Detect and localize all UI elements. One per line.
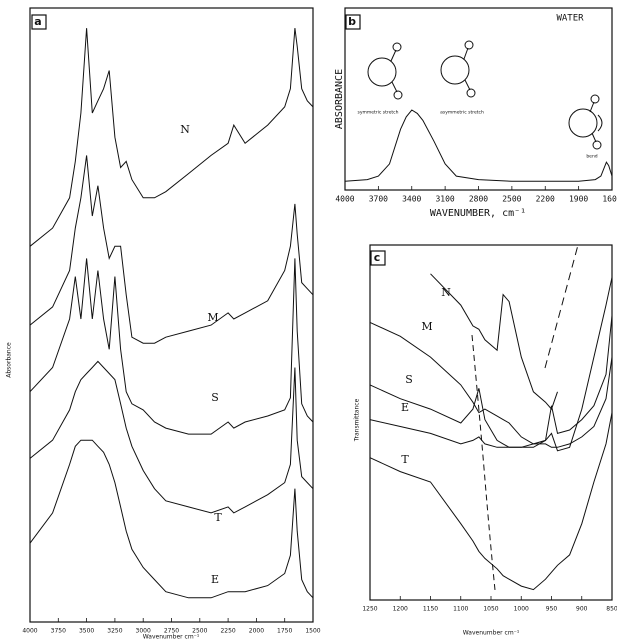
- x-tick-label: 3500: [79, 628, 94, 635]
- x-tick-label: 3400: [402, 195, 421, 204]
- x-tick-label: 4000: [22, 628, 37, 635]
- series-label: M: [207, 311, 218, 324]
- spectrum-line: [430, 273, 558, 411]
- x-tick-label: 1150: [423, 606, 438, 613]
- series-label: N: [180, 123, 190, 136]
- spectrum-line: [344, 109, 613, 182]
- x-tick-label: 1600: [602, 195, 617, 204]
- annotation: symmetric stretch: [357, 110, 398, 116]
- panel-label: c: [374, 251, 381, 264]
- plot-frame: [29, 7, 314, 623]
- x-axis-label: Wavenumber cm⁻¹: [463, 630, 520, 637]
- spectrum-line: [29, 360, 314, 514]
- plot-frame: [344, 7, 613, 191]
- x-tick-label: 2000: [249, 628, 264, 635]
- y-axis-label: Absorbance: [6, 342, 13, 378]
- x-tick-label: 1900: [569, 195, 588, 204]
- x-tick-label: 1200: [393, 606, 408, 613]
- x-tick-label: 3750: [51, 628, 66, 635]
- spectrum-line: [369, 412, 613, 591]
- x-tick-label: 850: [606, 606, 617, 613]
- x-tick-label: 1000: [514, 606, 529, 613]
- spectrum-line: [29, 155, 314, 344]
- spectrum-line: [369, 357, 613, 448]
- x-axis-label: Wavenumber cm⁻¹: [143, 634, 200, 641]
- spectrum-line: [369, 277, 613, 452]
- series-label: E: [401, 401, 409, 414]
- x-tick-label: 2750: [164, 628, 179, 635]
- panel-label: b: [348, 15, 356, 28]
- series-label: T: [214, 511, 222, 524]
- x-tick-label: 2500: [192, 628, 207, 635]
- x-tick-label: 2200: [536, 195, 555, 204]
- y-axis-label: Transmittance: [354, 398, 361, 442]
- x-tick-label: 3100: [435, 195, 454, 204]
- spectrum-line: [29, 439, 314, 599]
- series-label: E: [211, 573, 219, 586]
- x-tick-label: 4000: [335, 195, 354, 204]
- panel-label: a: [34, 15, 41, 28]
- annotation: bend: [586, 154, 597, 160]
- series-label: S: [405, 373, 413, 386]
- guide-line: [471, 334, 496, 591]
- chart-title: WATER: [556, 14, 584, 24]
- x-tick-label: 950: [546, 606, 558, 613]
- x-tick-label: 900: [576, 606, 588, 613]
- x-tick-label: 1250: [362, 606, 377, 613]
- series-label: T: [401, 453, 409, 466]
- spectrum-line: [29, 28, 314, 247]
- x-tick-label: 2500: [502, 195, 521, 204]
- x-tick-label: 1050: [483, 606, 498, 613]
- x-tick-label: 3250: [107, 628, 122, 635]
- molecule-icons: [367, 40, 603, 150]
- x-axis-label: WAVENUMBER, cm⁻¹: [430, 208, 526, 219]
- y-axis-label: ABSORBANCE: [334, 69, 345, 129]
- annotation: asymmetric stretch: [440, 110, 484, 116]
- x-tick-label: 1750: [277, 628, 292, 635]
- x-tick-label: 2800: [469, 195, 488, 204]
- series-label: M: [421, 320, 432, 333]
- series-label: N: [441, 286, 451, 299]
- x-tick-label: 2250: [220, 628, 235, 635]
- panel-label-box: [370, 250, 386, 266]
- x-tick-label: 3700: [369, 195, 388, 204]
- guide-line: [544, 244, 579, 369]
- series-label: S: [211, 391, 219, 404]
- x-tick-label: 3000: [136, 628, 151, 635]
- panel-label-box: [31, 14, 47, 30]
- x-tick-label: 1100: [453, 606, 468, 613]
- x-tick-label: 1500: [305, 628, 320, 635]
- panel-label-box: [345, 14, 361, 30]
- spectrum-line: [29, 258, 314, 435]
